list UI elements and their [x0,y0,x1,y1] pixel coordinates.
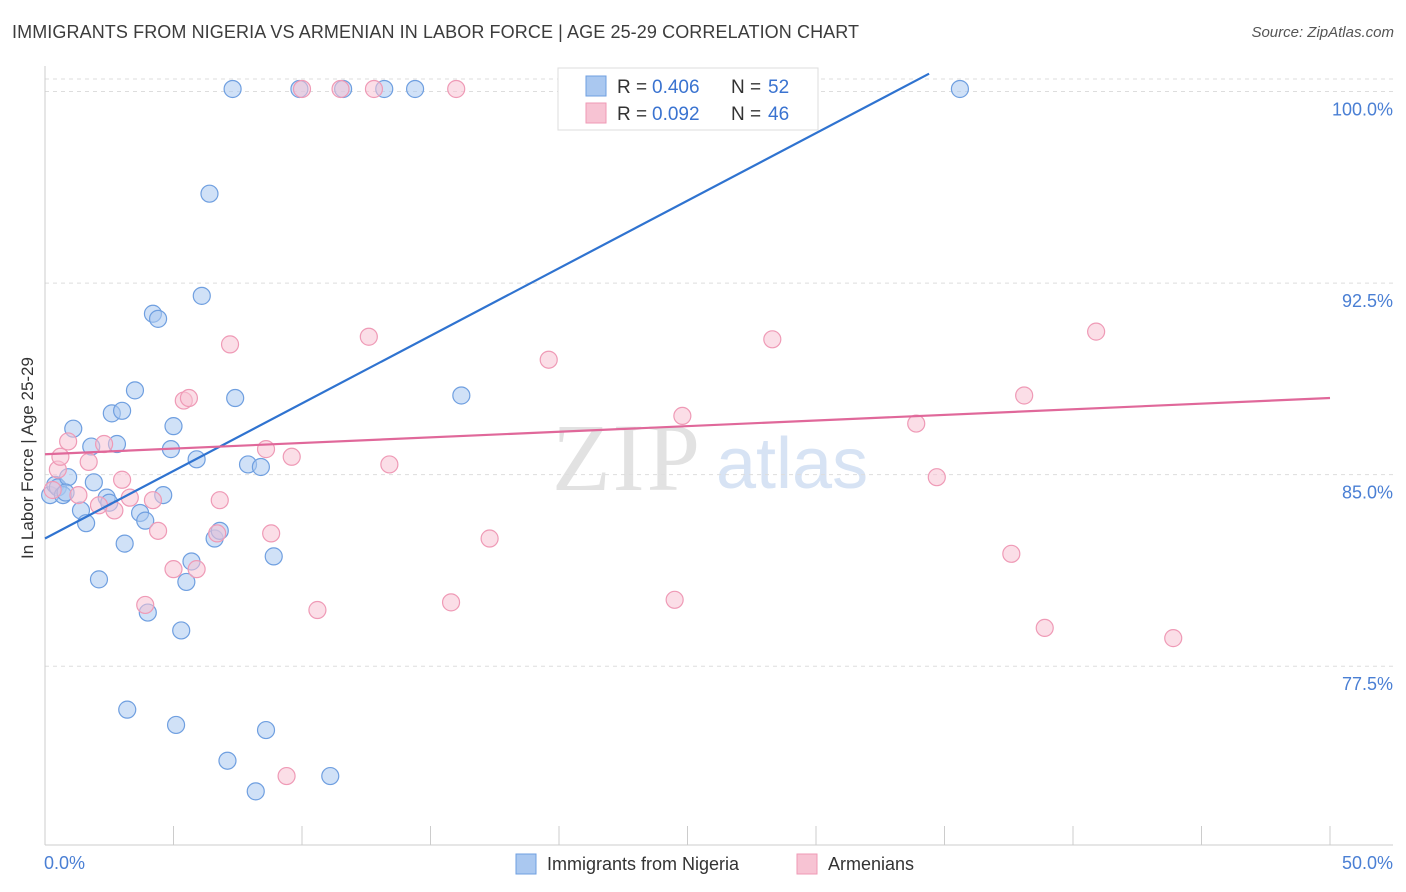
point-nigeria [256,720,276,740]
chart-title: IMMIGRANTS FROM NIGERIA VS ARMENIAN IN L… [12,22,860,42]
legend-n-label-1: N = [731,77,761,98]
y-tick-label: 100.0% [1332,100,1393,120]
gridlines [45,78,1393,667]
point-armenians [927,468,946,487]
legend-n-label-2: N = [731,104,761,125]
legend-swatch-armenians [585,102,607,124]
point-nigeria [164,417,183,436]
point-armenians [359,327,378,346]
legend-r-value-1: 0.406 [652,77,700,98]
point-armenians [364,79,384,99]
point-armenians [673,406,692,426]
point-armenians [447,79,466,99]
point-armenians [51,447,70,466]
data-points [41,79,1183,801]
point-nigeria [264,547,283,566]
point-armenians [1035,618,1054,638]
point-armenians [210,491,229,510]
point-armenians [187,560,206,579]
axes: 77.5% 85.0% 92.5% 100.0% [44,66,1393,846]
point-armenians [539,350,558,369]
point-nigeria [246,782,265,801]
point-armenians [262,524,281,543]
point-nigeria [218,751,237,770]
point-nigeria [950,79,970,99]
legend-r-value-2: 0.092 [652,104,700,125]
legend-n-value-2: 46 [768,104,789,125]
bottom-legend-swatch-nigeria [515,853,537,875]
point-armenians [763,330,782,349]
point-armenians [331,79,350,99]
point-armenians [143,491,163,510]
trendline-armenians [44,396,1331,456]
point-armenians [148,521,168,540]
point-armenians [112,470,132,489]
point-armenians [179,388,199,408]
point-armenians [43,480,62,500]
point-armenians [164,560,183,579]
point-nigeria [112,401,132,420]
point-armenians [95,434,114,454]
source-label: Source: ZipAtlas.com [1251,24,1394,41]
trendlines [44,72,1331,540]
point-armenians [441,593,461,612]
legend-n-value-1: 52 [768,77,789,98]
point-armenians [1015,386,1034,405]
legend-r-label-2: R = [617,104,647,125]
watermark-zip: ZIP [552,404,702,511]
point-armenians [1002,544,1021,563]
point-nigeria [192,286,211,305]
point-armenians [220,335,240,354]
point-nigeria [405,79,425,99]
point-armenians [380,455,399,474]
point-nigeria [172,621,191,640]
point-armenians [1087,322,1106,341]
point-armenians [282,447,301,466]
point-nigeria [84,473,103,492]
point-nigeria [125,381,145,400]
point-nigeria [166,715,186,735]
point-armenians [308,600,327,620]
point-nigeria [226,388,245,408]
trendline-nigeria [44,72,930,540]
legend-r-label-1: R = [617,77,647,98]
watermark-atlas: atlas [716,424,868,504]
x-tick-label-max: 50.0% [1342,853,1393,873]
point-nigeria [177,572,196,592]
point-armenians [256,440,276,459]
point-nigeria [148,309,168,328]
series-legend: Immigrants from Nigeria Armenians [515,853,914,875]
point-armenians [277,766,296,786]
point-armenians [1164,629,1183,648]
legend-swatch-nigeria [585,75,607,97]
point-nigeria [251,457,270,477]
point-armenians [208,524,227,543]
point-nigeria [200,184,219,203]
point-nigeria [136,511,155,530]
point-armenians [480,529,499,548]
point-nigeria [321,766,340,786]
point-armenians [136,595,155,615]
point-armenians [79,452,98,471]
y-tick-label: 77.5% [1342,674,1393,694]
point-nigeria [115,534,134,553]
y-tick-label: 85.0% [1342,483,1393,503]
bottom-legend-swatch-armenians [796,853,818,875]
bottom-legend-label-armenians: Armenians [828,854,914,874]
point-nigeria [118,700,137,719]
point-armenians [907,414,926,433]
point-nigeria [223,79,242,99]
point-armenians [69,485,88,505]
bottom-legend-label-nigeria: Immigrants from Nigeria [547,854,740,874]
point-armenians [59,432,78,451]
point-nigeria [89,570,109,589]
point-nigeria [452,386,471,405]
y-tick-label: 92.5% [1342,291,1393,311]
y-axis-title: In Labor Force | Age 25-29 [18,357,37,559]
point-armenians [665,590,684,609]
point-armenians [292,79,312,99]
x-tick-label-min: 0.0% [44,853,85,873]
correlation-legend: R = 0.406 N = 52 R = 0.092 N = 46 [557,67,819,131]
